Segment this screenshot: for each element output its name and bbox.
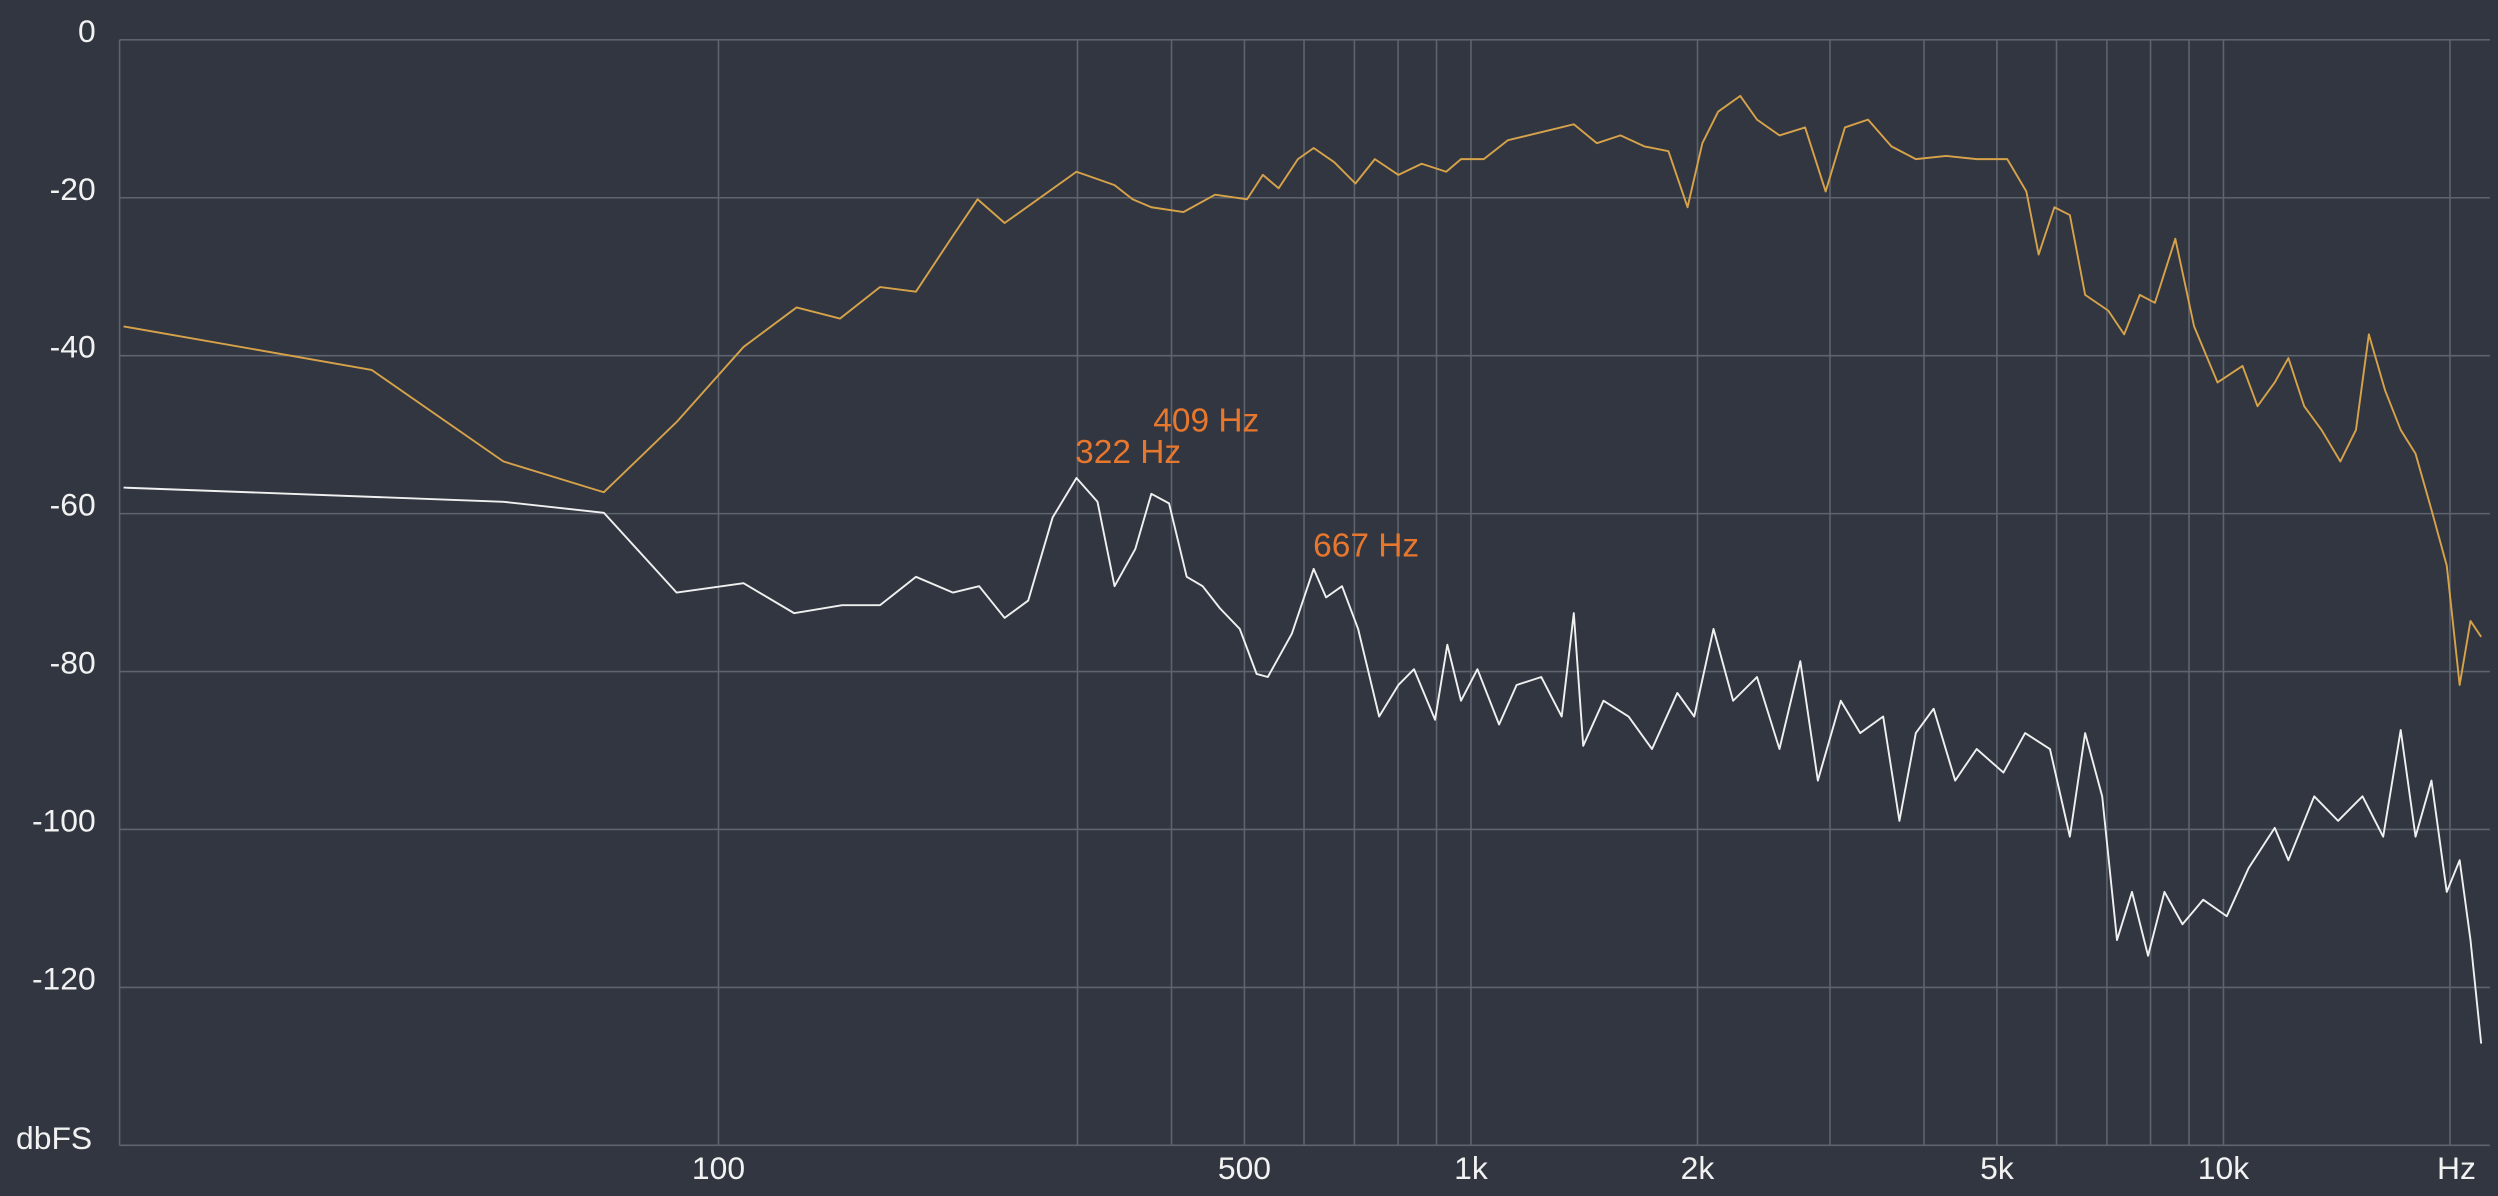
y-unit-label: dbFS xyxy=(16,1120,92,1156)
y-tick-label: -100 xyxy=(32,803,96,839)
y-tick-label: -60 xyxy=(50,487,96,523)
peak-annotation: 409 Hz xyxy=(1153,403,1259,440)
x-tick-label: 10k xyxy=(2198,1150,2249,1186)
spectrum-line xyxy=(123,94,2482,686)
x-tick-label: 5k xyxy=(1980,1150,2014,1186)
y-tick-label: -120 xyxy=(32,960,96,996)
y-tick-label: -40 xyxy=(50,329,96,365)
spectrum-line xyxy=(123,477,2483,1044)
peak-annotation: 667 Hz xyxy=(1313,527,1419,564)
y-tick-label: -80 xyxy=(50,645,96,681)
peak-annotation: 322 Hz xyxy=(1075,434,1181,471)
y-tick-label: -20 xyxy=(50,171,96,207)
x-tick-label: 2k xyxy=(1681,1150,1715,1186)
x-tick-label: 100 xyxy=(692,1150,745,1186)
x-tick-label: 500 xyxy=(1218,1150,1271,1186)
x-tick-label: 1k xyxy=(1454,1150,1488,1186)
x-unit-label: Hz xyxy=(2437,1150,2476,1186)
y-tick-label: 0 xyxy=(78,13,96,49)
